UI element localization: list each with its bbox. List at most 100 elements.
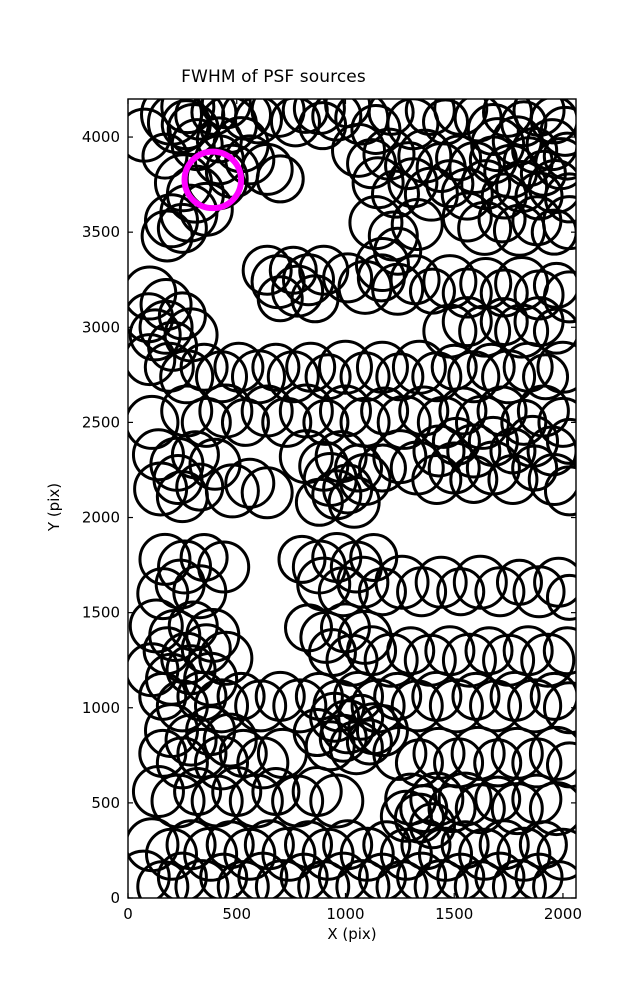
psf-source-circle <box>128 308 182 362</box>
psf-source-circle <box>468 135 518 185</box>
tick-label: 0 <box>123 905 133 923</box>
psf-source-circle <box>224 457 276 509</box>
axis-ticks-group: 0 500 1000 1500 2000 0 500 1000 1500 2000 2500 3000… <box>82 99 582 923</box>
psf-source-circle <box>282 253 335 307</box>
psf-source-circle <box>404 99 456 136</box>
psf-source-circle <box>199 852 249 898</box>
psf-source-circle <box>165 644 217 696</box>
psf-source-circle <box>542 131 576 181</box>
psf-source-circle <box>290 274 340 324</box>
psf-source-circle <box>450 725 506 781</box>
tick-label: 1000 <box>326 905 364 923</box>
psf-source-circle <box>317 851 369 898</box>
tick-label: 2000 <box>82 509 120 527</box>
psf-source-circle <box>489 670 541 722</box>
psf-source-circle <box>480 172 528 220</box>
psf-source-circle <box>481 349 537 405</box>
psf-source-circle <box>542 681 576 735</box>
psf-source-circle <box>425 159 475 209</box>
psf-source-circle <box>337 693 385 741</box>
psf-source-circle <box>545 417 576 465</box>
tick-label: 1000 <box>82 699 120 717</box>
psf-source-circle <box>520 632 576 688</box>
psf-source-circle <box>398 385 450 437</box>
psf-source-circle <box>528 725 576 781</box>
psf-source-circle <box>441 296 493 348</box>
psf-source-circle <box>441 632 497 688</box>
psf-source-circle <box>536 340 576 394</box>
axes-frame <box>127 98 577 899</box>
psf-source-circle <box>318 713 368 763</box>
psf-source-circle <box>278 383 334 439</box>
psf-source-circle <box>436 567 486 617</box>
psf-source-circle <box>387 157 439 209</box>
psf-source-circle <box>470 117 526 173</box>
psf-source-circle <box>532 860 576 898</box>
tick-label: 2000 <box>544 905 582 923</box>
psf-source-circle <box>256 275 304 323</box>
psf-source-circle <box>372 725 428 781</box>
psf-source-circle <box>261 396 313 448</box>
psf-source-circle <box>350 103 402 155</box>
psf-source-circle <box>213 341 265 393</box>
psf-source-circle <box>400 819 452 871</box>
psf-source-circle <box>489 427 537 475</box>
psf-source-circle <box>533 556 576 608</box>
psf-source-circle <box>529 671 576 721</box>
psf-source-circle <box>269 99 321 148</box>
psf-source-circle <box>291 765 343 817</box>
tick-label: 0 <box>110 889 120 907</box>
tick-label: 3500 <box>82 223 120 241</box>
psf-source-circle <box>256 727 308 779</box>
psf-source-circle <box>133 461 189 517</box>
psf-source-circle <box>491 859 547 898</box>
psf-source-circle <box>479 297 529 347</box>
psf-source-circle <box>355 704 409 758</box>
psf-source-circle <box>255 154 305 204</box>
psf-source-circle <box>545 573 576 621</box>
psf-source-circle <box>254 859 310 898</box>
psf-source-circle <box>233 99 283 145</box>
psf-source-circle <box>188 437 242 491</box>
psf-source-circle <box>345 718 393 766</box>
psf-source-circle <box>279 852 329 898</box>
psf-source-circle <box>528 781 576 837</box>
tick-label: 4000 <box>82 128 120 146</box>
psf-source-circle <box>356 253 406 303</box>
psf-source-circle <box>128 394 180 450</box>
plot-title-text: FWHM of PSF sources <box>181 67 366 87</box>
psf-source-circle <box>354 237 410 293</box>
psf-source-circle <box>271 264 325 318</box>
tick-label: 3000 <box>82 318 120 336</box>
psf-source-circle <box>532 261 576 309</box>
psf-source-circle <box>541 195 576 251</box>
psf-source-circle <box>478 819 530 871</box>
psf-source-circle <box>474 851 526 898</box>
psf-source-circle <box>176 727 228 779</box>
psf-source-circle <box>157 291 207 341</box>
psf-source-circle <box>413 859 469 898</box>
psf-source-circle <box>156 202 208 254</box>
psf-source-circle <box>539 105 576 157</box>
psf-source-circle <box>373 226 423 276</box>
psf-source-circle <box>175 462 225 512</box>
psf-source-circle <box>172 564 228 620</box>
psf-source-circle <box>527 159 576 215</box>
psf-source-circle <box>437 771 493 827</box>
psf-source-circle <box>514 171 564 221</box>
data-points-group <box>128 99 576 898</box>
psf-source-circle <box>128 849 171 898</box>
psf-source-circle <box>500 398 548 446</box>
psf-source-circle <box>251 342 301 392</box>
psf-source-circle <box>411 670 463 722</box>
psf-source-circle <box>435 134 483 182</box>
psf-source-circle <box>176 670 228 722</box>
psf-source-circle <box>174 859 230 898</box>
psf-source-circle <box>396 851 448 898</box>
plot-title: FWHM of PSF sources <box>0 67 637 87</box>
psf-source-circle <box>198 630 254 686</box>
tick-label: 500 <box>91 794 120 812</box>
psf-source-circle <box>240 466 294 520</box>
